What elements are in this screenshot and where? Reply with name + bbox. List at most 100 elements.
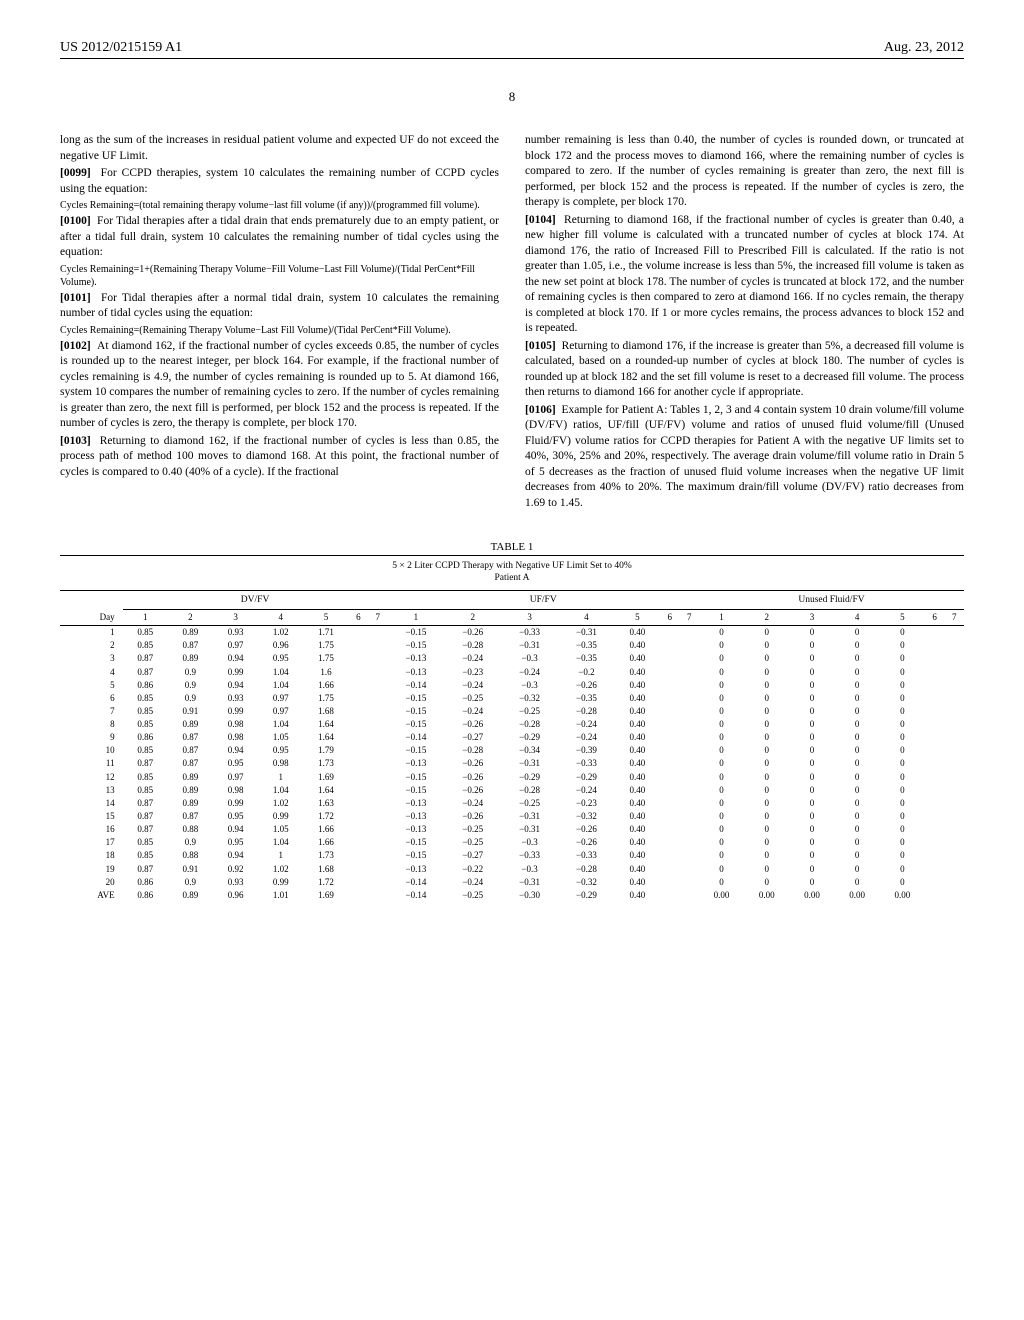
data-cell: 0 <box>789 810 834 823</box>
col-num-header: 3 <box>213 610 258 624</box>
data-cell: 0 <box>835 783 880 796</box>
data-cell <box>368 849 387 862</box>
data-cell <box>368 731 387 744</box>
col-num-header: 6 <box>660 610 679 624</box>
data-cell: −0.3 <box>501 836 558 849</box>
data-cell <box>925 836 944 849</box>
data-cell <box>660 757 679 770</box>
data-cell: −0.24 <box>501 665 558 678</box>
data-cell: 0.93 <box>213 625 258 639</box>
data-cell <box>679 652 698 665</box>
data-cell: 0 <box>835 757 880 770</box>
para-0100: [0100] For Tidal therapies after a tidal… <box>60 214 499 261</box>
data-cell: −0.15 <box>388 744 445 757</box>
data-cell <box>679 665 698 678</box>
data-cell: 0.93 <box>213 875 258 888</box>
data-cell <box>368 744 387 757</box>
data-cell <box>349 704 368 717</box>
data-cell: 0.99 <box>213 796 258 809</box>
data-cell: −0.26 <box>444 718 501 731</box>
data-cell: 0 <box>789 678 834 691</box>
data-cell <box>349 836 368 849</box>
data-cell <box>944 836 964 849</box>
data-cell <box>679 639 698 652</box>
data-cell: 0.40 <box>615 875 660 888</box>
data-cell: −0.24 <box>558 731 615 744</box>
data-cell <box>944 718 964 731</box>
data-cell: −0.23 <box>558 796 615 809</box>
data-cell <box>660 625 679 639</box>
data-cell: −0.33 <box>558 757 615 770</box>
para-0102: [0102] At diamond 162, if the fractional… <box>60 339 499 432</box>
sub-header-row: Day 123456712345671234567 <box>60 610 964 624</box>
data-cell: 0 <box>699 849 744 862</box>
day-cell: 9 <box>60 731 123 744</box>
data-cell: 0 <box>835 849 880 862</box>
data-cell: 0 <box>835 718 880 731</box>
data-cell <box>349 888 368 901</box>
data-cell: 1.66 <box>303 836 348 849</box>
day-cell: 19 <box>60 862 123 875</box>
table-row: 90.860.870.981.051.64−0.14−0.27−0.29−0.2… <box>60 731 964 744</box>
data-cell: 0.40 <box>615 665 660 678</box>
table-row: 170.850.90.951.041.66−0.15−0.25−0.3−0.26… <box>60 836 964 849</box>
data-cell <box>679 678 698 691</box>
caption-line-1: 5 × 2 Liter CCPD Therapy with Negative U… <box>392 561 632 571</box>
data-cell: 0 <box>744 849 789 862</box>
data-cell: −0.31 <box>501 823 558 836</box>
data-cell <box>679 836 698 849</box>
table-row: 100.850.870.940.951.79−0.15−0.28−0.34−0.… <box>60 744 964 757</box>
data-cell: 0 <box>744 796 789 809</box>
data-cell <box>925 862 944 875</box>
data-cell: 0.96 <box>258 639 303 652</box>
data-cell: 0 <box>789 652 834 665</box>
data-cell: −0.28 <box>501 718 558 731</box>
data-cell <box>349 639 368 652</box>
data-cell <box>944 652 964 665</box>
para-text: For CCPD therapies, system 10 calculates… <box>60 167 499 195</box>
data-cell: 0 <box>880 796 925 809</box>
data-cell <box>925 770 944 783</box>
data-cell: −0.31 <box>501 875 558 888</box>
data-cell <box>925 875 944 888</box>
data-cell: 0 <box>699 875 744 888</box>
data-cell <box>944 731 964 744</box>
data-cell: 0 <box>835 665 880 678</box>
data-cell: 1.01 <box>258 888 303 901</box>
data-cell: 0 <box>880 783 925 796</box>
data-cell: 0 <box>699 810 744 823</box>
data-cell: 0.98 <box>258 757 303 770</box>
col-num-header: 5 <box>615 610 660 624</box>
data-cell: 0.89 <box>168 625 213 639</box>
day-cell: 1 <box>60 625 123 639</box>
para-0106: [0106] Example for Patient A: Tables 1, … <box>525 403 964 512</box>
data-cell: −0.14 <box>388 731 445 744</box>
data-cell: −0.30 <box>501 888 558 901</box>
data-cell: 1.04 <box>258 783 303 796</box>
data-cell: 0.00 <box>744 888 789 901</box>
data-cell <box>368 691 387 704</box>
data-cell: 0.94 <box>213 823 258 836</box>
table-row: 180.850.880.9411.73−0.15−0.27−0.33−0.330… <box>60 849 964 862</box>
data-cell: 0 <box>744 875 789 888</box>
data-cell: 1.05 <box>258 731 303 744</box>
para-0103: [0103] Returning to diamond 162, if the … <box>60 434 499 481</box>
data-cell: 1.73 <box>303 757 348 770</box>
data-cell: 0.99 <box>213 704 258 717</box>
data-cell: 0 <box>880 836 925 849</box>
data-cell: 0.40 <box>615 849 660 862</box>
para-text: Returning to diamond 168, if the fractio… <box>525 214 964 335</box>
data-cell: 0 <box>699 862 744 875</box>
data-cell <box>925 665 944 678</box>
data-cell: −0.25 <box>501 704 558 717</box>
data-cell <box>368 652 387 665</box>
data-cell <box>679 744 698 757</box>
data-cell <box>368 783 387 796</box>
data-cell <box>660 888 679 901</box>
data-cell: 0.40 <box>615 639 660 652</box>
data-cell <box>679 823 698 836</box>
data-cell: 0.89 <box>168 888 213 901</box>
data-cell: −0.14 <box>388 678 445 691</box>
data-cell <box>679 875 698 888</box>
data-cell: −0.26 <box>558 836 615 849</box>
